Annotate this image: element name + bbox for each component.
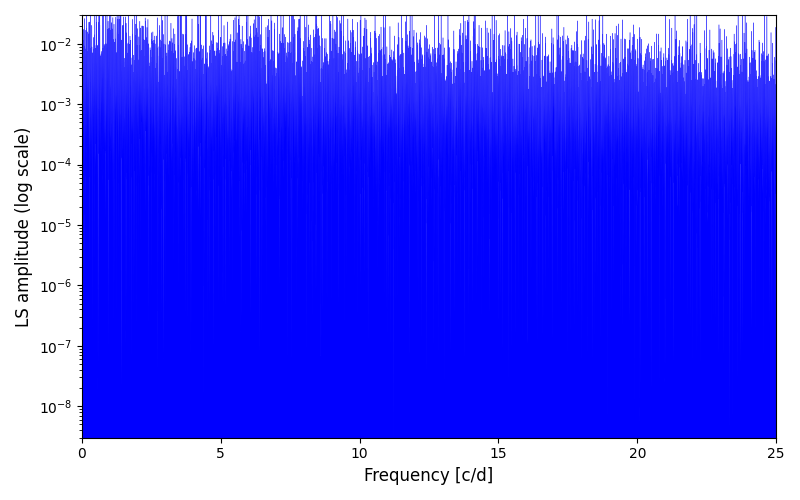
X-axis label: Frequency [c/d]: Frequency [c/d] — [364, 467, 494, 485]
Y-axis label: LS amplitude (log scale): LS amplitude (log scale) — [15, 126, 33, 326]
